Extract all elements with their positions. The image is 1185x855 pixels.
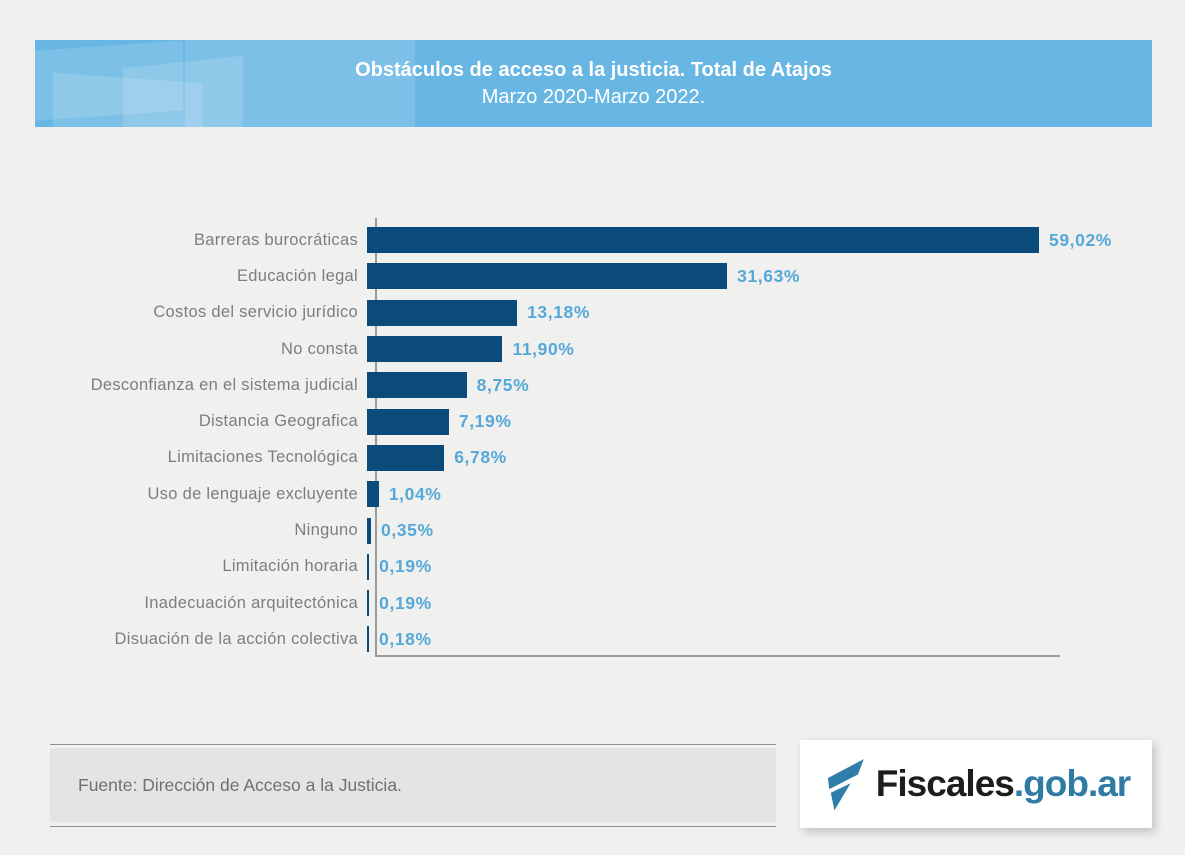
- chart-row: Uso de lenguaje excluyente 1,04%: [0, 476, 1185, 512]
- y-axis-line: [375, 218, 377, 655]
- category-label: Inadecuación arquitectónica: [144, 593, 358, 612]
- category-label: Desconfianza en el sistema judicial: [90, 375, 358, 394]
- bar: [367, 227, 1039, 254]
- chart-title: Obstáculos de acceso a la justicia. Tota…: [355, 59, 832, 81]
- chart-subtitle: Marzo 2020-Marzo 2022.: [481, 86, 706, 108]
- bar-area: 13,18%: [367, 295, 590, 331]
- value-label: 1,04%: [388, 483, 442, 504]
- category-label: Limitación horaria: [222, 557, 358, 576]
- source-box: Fuente: Dirección de Acceso a la Justici…: [50, 748, 776, 822]
- chart-row: Desconfianza en el sistema judicial 8,75%: [0, 367, 1185, 403]
- fiscales-f-icon: [827, 759, 864, 811]
- bar: [367, 336, 503, 363]
- value-label: 13,18%: [527, 302, 591, 323]
- bar: [367, 590, 370, 617]
- category-label: Costos del servicio jurídico: [153, 303, 358, 322]
- banner-decoration: [123, 55, 243, 127]
- value-label: 31,63%: [737, 265, 801, 286]
- chart-row: Distancia Geografica 7,19%: [0, 403, 1185, 439]
- fiscales-logo-text-blue: .gob.ar: [1013, 763, 1131, 804]
- category-label: Limitaciones Tecnológica: [167, 448, 358, 467]
- bar: [367, 481, 379, 508]
- bar-area: 0,19%: [367, 585, 432, 621]
- bar-area: 0,19%: [367, 549, 432, 585]
- category-label: Distancia Geografica: [198, 412, 358, 431]
- chart-row: Barreras burocráticas 59,02%: [0, 222, 1185, 258]
- bar-area: 6,78%: [367, 440, 507, 476]
- bar-area: 1,04%: [367, 476, 441, 512]
- bar: [367, 263, 728, 290]
- bar-area: 7,19%: [367, 403, 511, 439]
- source-text: Fuente: Dirección de Acceso a la Justici…: [78, 774, 402, 795]
- value-label: 11,90%: [512, 338, 575, 359]
- fiscales-logo-text-black: Fiscales: [875, 763, 1015, 804]
- value-label: 8,75%: [476, 374, 530, 395]
- bar-area: 59,02%: [367, 222, 1112, 258]
- value-label: 0,19%: [379, 556, 432, 577]
- fiscales-logo-text: Fiscales.gob.ar: [875, 763, 1131, 805]
- category-label: Ninguno: [294, 521, 358, 540]
- value-label: 0,35%: [380, 520, 434, 541]
- chart-row: No consta 11,90%: [0, 331, 1185, 367]
- value-label: 0,19%: [379, 592, 432, 613]
- source-divider-top: [50, 744, 776, 745]
- bar-chart: Barreras burocráticas 59,02% Educación leg…: [0, 222, 1185, 658]
- bar-area: 0,35%: [367, 512, 434, 548]
- bar: [367, 553, 370, 580]
- chart-row: Inadecuación arquitectónica 0,19%: [0, 585, 1185, 621]
- x-axis-line: [375, 655, 1060, 657]
- value-label: 59,02%: [1049, 229, 1112, 250]
- bar-area: 31,63%: [367, 258, 800, 294]
- chart-row: Limitación horaria 0,19%: [0, 549, 1185, 585]
- category-label: Barreras burocráticas: [193, 230, 358, 249]
- chart-row: Costos del servicio jurídico 13,18%: [0, 295, 1185, 331]
- category-label: Uso de lenguaje excluyente: [147, 484, 358, 503]
- bar: [367, 372, 467, 399]
- bar: [367, 299, 518, 326]
- category-label: Educación legal: [237, 266, 358, 285]
- chart-row: Disuación de la acción colectiva 0,18%: [0, 621, 1185, 657]
- bar-area: 0,18%: [367, 621, 432, 657]
- category-label: Disuación de la acción colectiva: [114, 629, 358, 648]
- bar: [367, 408, 449, 435]
- chart-rows: Barreras burocráticas 59,02% Educación leg…: [0, 222, 1185, 658]
- category-label: No consta: [281, 339, 358, 358]
- header-banner: Obstáculos de acceso a la justicia. Tota…: [35, 40, 1152, 127]
- fiscales-logo: Fiscales.gob.ar: [800, 740, 1152, 828]
- chart-row: Ninguno 0,35%: [0, 512, 1185, 548]
- value-label: 0,18%: [379, 628, 432, 649]
- bar: [367, 517, 371, 544]
- bar-area: 11,90%: [367, 331, 574, 367]
- source-divider-bottom: [50, 826, 776, 827]
- chart-row: Educación legal 31,63%: [0, 258, 1185, 294]
- chart-row: Limitaciones Tecnológica 6,78%: [0, 440, 1185, 476]
- value-label: 7,19%: [458, 411, 512, 432]
- bar: [367, 444, 445, 471]
- value-label: 6,78%: [454, 447, 507, 468]
- bar-area: 8,75%: [367, 367, 529, 403]
- bar: [367, 626, 370, 653]
